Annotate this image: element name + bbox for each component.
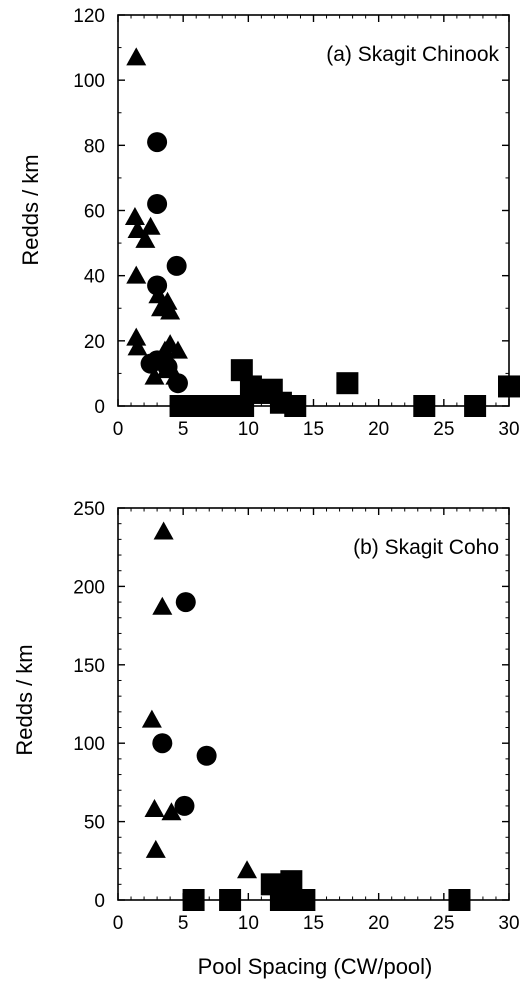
panel-b-skagit-coho: 0 5 10 15 20 25 30 0 50 100 150 200 250 (b) Skagit … [12, 499, 520, 979]
circle-point [167, 373, 188, 394]
square-point [464, 395, 487, 417]
square-point [293, 889, 316, 911]
y-tick-label: 200 [73, 577, 105, 598]
data-points [141, 521, 471, 911]
square-point [336, 372, 359, 395]
triangle-point [145, 839, 166, 858]
y-tick-label: 150 [73, 656, 105, 677]
y-tick-labels: 0 50 100 150 200 250 [73, 499, 105, 912]
y-tick-label: 0 [94, 891, 105, 912]
triangle-point [141, 709, 162, 728]
y-tick-label: 50 [84, 813, 105, 834]
x-tick-label: 15 [303, 419, 324, 440]
triangle-point [144, 799, 165, 818]
x-tick-label: 20 [368, 419, 389, 440]
x-tick-label: 5 [178, 913, 189, 934]
square-point [182, 889, 205, 911]
triangle-point [126, 327, 147, 346]
y-tick-label: 100 [73, 734, 105, 755]
x-tick-label: 10 [238, 419, 259, 440]
square-point [284, 395, 307, 417]
circle-point [147, 275, 168, 296]
circle-point [147, 193, 168, 214]
triangle-point [135, 229, 156, 248]
x-tick-labels: 0 5 10 15 20 25 30 [113, 913, 520, 934]
x-tick-label: 25 [433, 419, 454, 440]
x-axis-label: Pool Spacing (CW/pool) [198, 954, 433, 979]
x-tick-label: 15 [303, 913, 324, 934]
square-point [232, 395, 255, 417]
panel-a-skagit-chinook: 0 5 10 15 20 25 30 0 20 40 60 80 100 120 (a) Skagit … [18, 6, 520, 440]
square-point [413, 395, 436, 417]
square-point [280, 870, 303, 893]
plot-frame [117, 507, 510, 901]
x-tick-labels: 0 5 10 15 20 25 30 [113, 419, 520, 440]
x-tick-label: 25 [433, 913, 454, 934]
triangle-point [160, 301, 181, 320]
data-points [124, 47, 520, 417]
y-tick-labels: 0 20 40 60 80 100 120 [73, 6, 105, 418]
y-tick-label: 80 [84, 136, 105, 157]
chart-title: (b) Skagit Coho [353, 536, 499, 559]
triangle-point [157, 291, 178, 310]
x-tick-label: 0 [113, 913, 124, 934]
circle-point [175, 592, 196, 613]
triangle-point [237, 860, 258, 879]
circle-point [166, 255, 187, 276]
y-axis-label: Redds / km [18, 154, 43, 265]
y-tick-label: 100 [73, 71, 105, 92]
square-point [448, 889, 471, 911]
y-tick-label: 0 [94, 397, 105, 418]
triangle-point [167, 340, 188, 359]
circle-point [152, 733, 173, 754]
square-point [219, 889, 242, 911]
y-tick-label: 60 [84, 202, 105, 223]
circle-point [157, 356, 178, 377]
x-tick-label: 20 [368, 913, 389, 934]
y-tick-label: 250 [73, 499, 105, 520]
y-tick-label: 40 [84, 267, 105, 288]
circle-point [147, 132, 168, 153]
triangle-point [140, 216, 161, 235]
triangle-point [144, 366, 165, 385]
x-tick-label: 5 [178, 419, 189, 440]
y-tick-label: 20 [84, 332, 105, 353]
circle-point [196, 745, 217, 766]
triangle-point [153, 521, 174, 540]
triangle-point [126, 47, 147, 66]
circle-point [174, 795, 195, 816]
chart-title: (a) Skagit Chinook [326, 43, 499, 66]
axis-ticks [117, 507, 510, 901]
triangle-point [127, 337, 148, 356]
x-tick-label: 10 [238, 913, 259, 934]
x-tick-label: 30 [498, 419, 519, 440]
x-tick-label: 30 [498, 913, 519, 934]
square-point [498, 375, 520, 398]
triangle-point [152, 596, 173, 615]
triangle-point [126, 265, 147, 284]
triangle-point [161, 802, 182, 821]
y-tick-label: 120 [73, 6, 105, 27]
x-tick-label: 0 [113, 419, 124, 440]
y-axis-label: Redds / km [12, 644, 37, 755]
triangle-point [124, 207, 145, 226]
